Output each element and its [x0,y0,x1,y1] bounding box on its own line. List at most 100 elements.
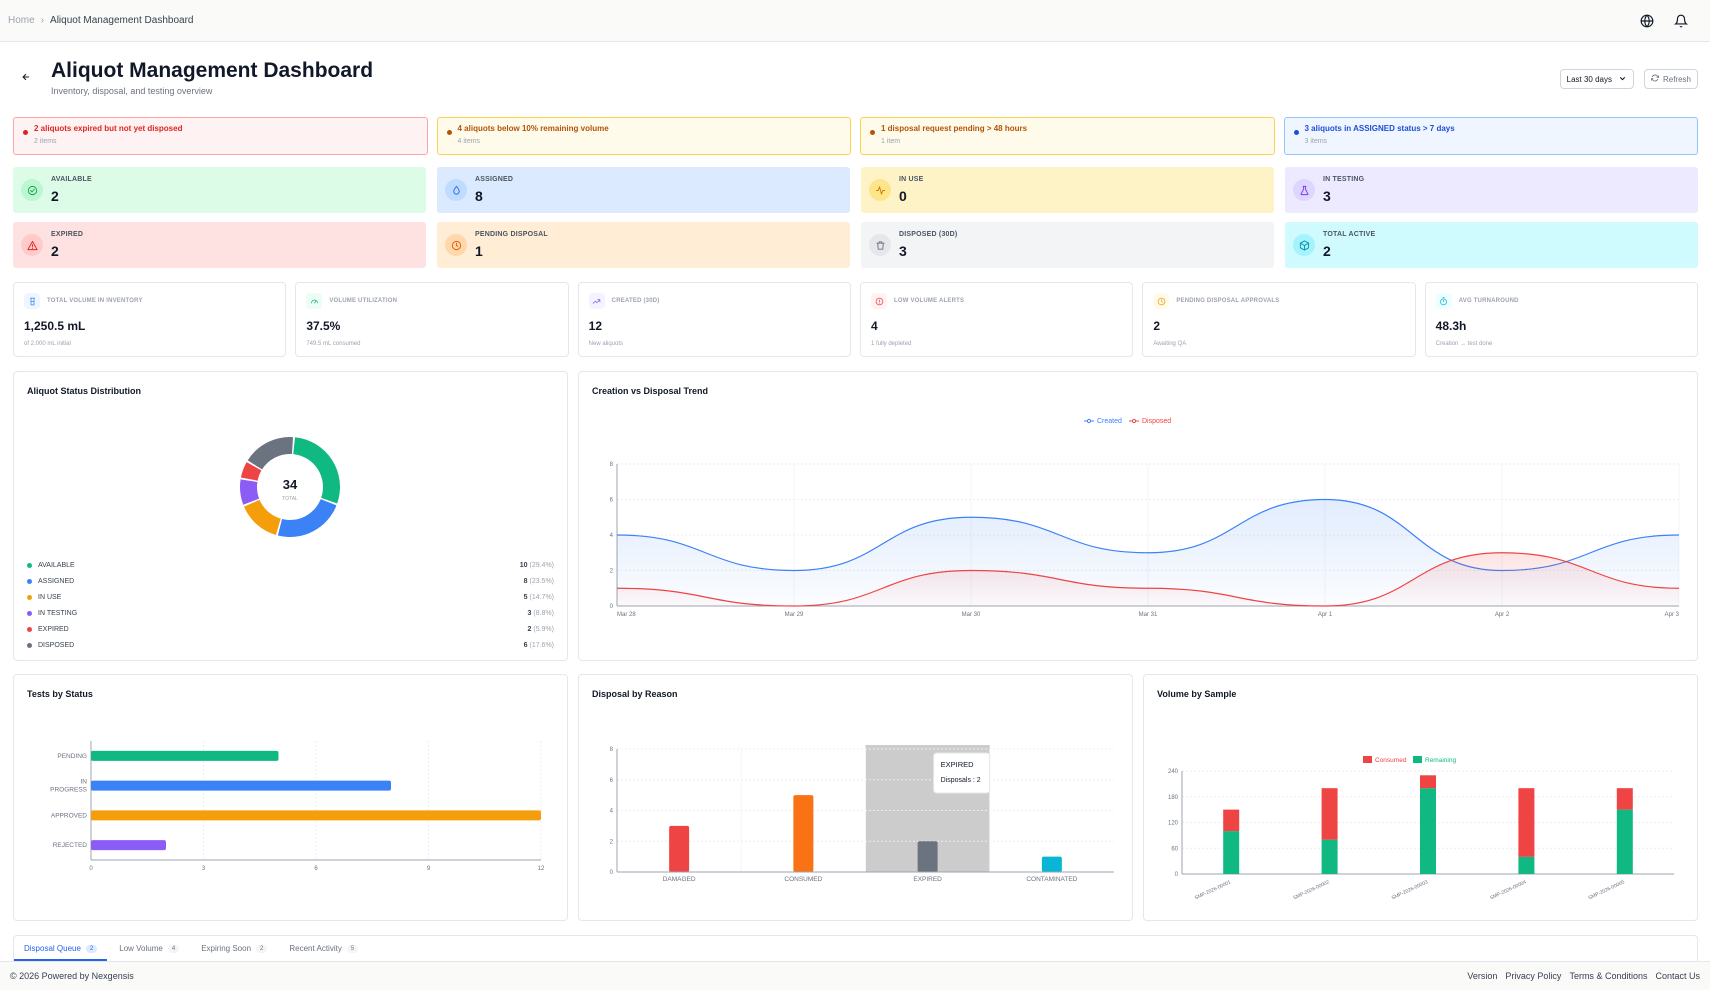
bar-in-progress[interactable] [91,780,391,791]
donut-slice-in-testing[interactable] [239,479,260,505]
kpi-card: LOW VOLUME ALERTS 4 1 fully depleted [860,282,1134,357]
y-tick-label: PROGRESS [50,787,88,794]
legend-swatch [27,562,32,568]
status-card-pending-disposal[interactable]: PENDING DISPOSAL 1 [437,222,850,268]
legend-label[interactable]: Disposed [1142,418,1171,425]
y-tick-label: 2 [610,569,614,575]
box-icon [1293,234,1315,256]
y-tick-label: 240 [1168,769,1179,775]
chart-tooltip: EXPIRED Disposals : 2 [933,752,991,794]
date-range-select[interactable]: Last 30 days [1559,69,1634,89]
bar-approved[interactable] [91,810,541,821]
alert-count: 3 items [1304,138,1328,145]
alert-title: 2 aliquots expired but not yet disposed [34,124,183,133]
status-card-in-testing[interactable]: IN TESTING 3 [1285,167,1698,213]
tab-expiring-soon[interactable]: Expiring Soon 2 [201,936,268,962]
donut-slice-disposed[interactable] [247,437,293,470]
footer-copyright: © 2026 Powered by Nexgensis [10,971,134,981]
footer-link-version[interactable]: Version [1467,971,1498,981]
bar-remaining[interactable] [1223,831,1240,874]
bar-remaining[interactable] [1616,809,1633,874]
bar-contaminated[interactable] [1041,856,1062,872]
legend-marker [1086,418,1092,424]
bar-consumed[interactable] [1518,788,1535,857]
top-actions [1638,12,1690,30]
donut-slice-in-use[interactable] [243,499,281,535]
series-line-disposed[interactable] [616,552,1680,607]
bell-icon[interactable] [1672,12,1690,30]
x-tick-label: CONSUMED [784,876,822,883]
status-card-total-active[interactable]: TOTAL ACTIVE 2 [1285,222,1698,268]
footer-link-terms-conditions[interactable]: Terms & Conditions [1569,971,1648,981]
alert-dot-icon [1293,130,1299,135]
tab-recent-activity[interactable]: Recent Activity 5 [289,936,359,962]
legend-value: 2 [527,625,532,633]
bar-pending[interactable] [91,750,279,761]
alert-banner[interactable]: 1 disposal request pending > 48 hours 1 i… [860,117,1275,155]
y-tick-label: 6 [610,778,614,784]
kpi-label: LOW VOLUME ALERTS [894,298,965,304]
y-tick-label: 8 [610,747,614,753]
bar-consumed[interactable] [793,795,814,872]
x-tick-label: CONTAMINATED [1026,876,1077,883]
status-value: 2 [51,188,59,204]
bar-rejected[interactable] [91,840,166,851]
bar-remaining[interactable] [1420,788,1436,874]
refresh-button[interactable]: Refresh [1643,69,1698,89]
kpi-value: 37.5% [306,319,341,333]
footer-link-contact-us[interactable]: Contact Us [1655,971,1700,981]
status-card-in-use[interactable]: IN USE 0 [861,167,1274,213]
donut-slice-available[interactable] [293,437,340,504]
bar-consumed[interactable] [1321,788,1338,840]
tab-low-volume[interactable]: Low Volume 4 [119,936,180,962]
y-tick-label: 4 [610,533,614,539]
panel-title: Tests by Status [27,689,93,699]
status-distribution-panel: Aliquot Status Distribution 34 TOTAL AVAI… [13,371,568,661]
breadcrumb-home[interactable]: Home [8,15,35,26]
alert-banner[interactable]: 3 aliquots in ASSIGNED status > 7 days 3 … [1283,117,1698,155]
series-area-disposed [617,552,1679,606]
bar-damaged[interactable] [669,825,690,872]
bar-expired[interactable] [917,841,938,872]
legend-label[interactable]: Remaining [1425,757,1456,764]
disposal-chart: 0 2 4 6 8 DAMAGED CONSUMED EXPIRED CONTAMINATED E… [610,745,1114,883]
alert-banner[interactable]: 2 aliquots expired but not yet disposed 2… [13,117,428,155]
status-card-disposed-30d[interactable]: DISPOSED (30D) 3 [861,222,1274,268]
y-tick-label: APPROVED [51,812,87,819]
bar-consumed[interactable] [1223,809,1240,832]
x-tick-label: Apr 2 [1495,612,1510,618]
alert-title: 1 disposal request pending > 48 hours [881,124,1028,133]
bar-consumed[interactable] [1420,775,1436,789]
bar-remaining[interactable] [1321,839,1338,874]
y-tick-label: 6 [610,498,614,504]
trend-panel: Creation vs Disposal Trend 0 2 4 6 8 Mar 28 Ma… [578,371,1698,661]
donut-slice-expired[interactable] [240,462,262,481]
x-tick-label: Apr 3 [1665,612,1680,618]
status-card-available[interactable]: AVAILABLE 2 [13,167,426,213]
legend-item: AVAILABLE 10 (29.4%) [27,557,554,573]
donut-slice-assigned[interactable] [277,499,337,537]
status-legend: AVAILABLE 10 (29.4%) ASSIGNED 8 (23.5%) IN USE… [27,557,554,653]
legend-item: IN TESTING 3 (8.8%) [27,605,554,621]
alert-banner[interactable]: 4 aliquots below 10% remaining volume 4 i… [436,117,851,155]
legend-label[interactable]: Consumed [1375,757,1407,764]
tab-disposal-queue[interactable]: Disposal Queue 2 [13,936,108,962]
volume-panel: Volume by Sample 0 60 120 180 240 SMP-2026-00… [1143,674,1698,921]
status-label: TOTAL ACTIVE [1323,231,1376,238]
status-value: 2 [1323,243,1331,259]
kpi-subtext: 1 fully depleted [871,341,912,347]
bar-consumed[interactable] [1616,788,1633,810]
globe-icon[interactable] [1638,12,1656,30]
bar-remaining[interactable] [1518,856,1535,874]
footer-link-privacy-policy[interactable]: Privacy Policy [1505,971,1562,981]
status-donut-chart: 34 TOTAL [239,437,340,537]
status-cards: AVAILABLE 2 ASSIGNED 8 IN USE 0 IN TESTING 3 EXP… [13,167,1698,268]
back-arrow-icon[interactable] [21,70,31,85]
status-card-expired[interactable]: EXPIRED 2 [13,222,426,268]
legend-label[interactable]: Created [1097,418,1122,425]
kpi-label: VOLUME UTILIZATION [329,298,398,304]
status-card-assigned[interactable]: ASSIGNED 8 [437,167,850,213]
alert-triangle-icon [21,234,43,256]
y-tick-label: 0 [610,870,614,876]
